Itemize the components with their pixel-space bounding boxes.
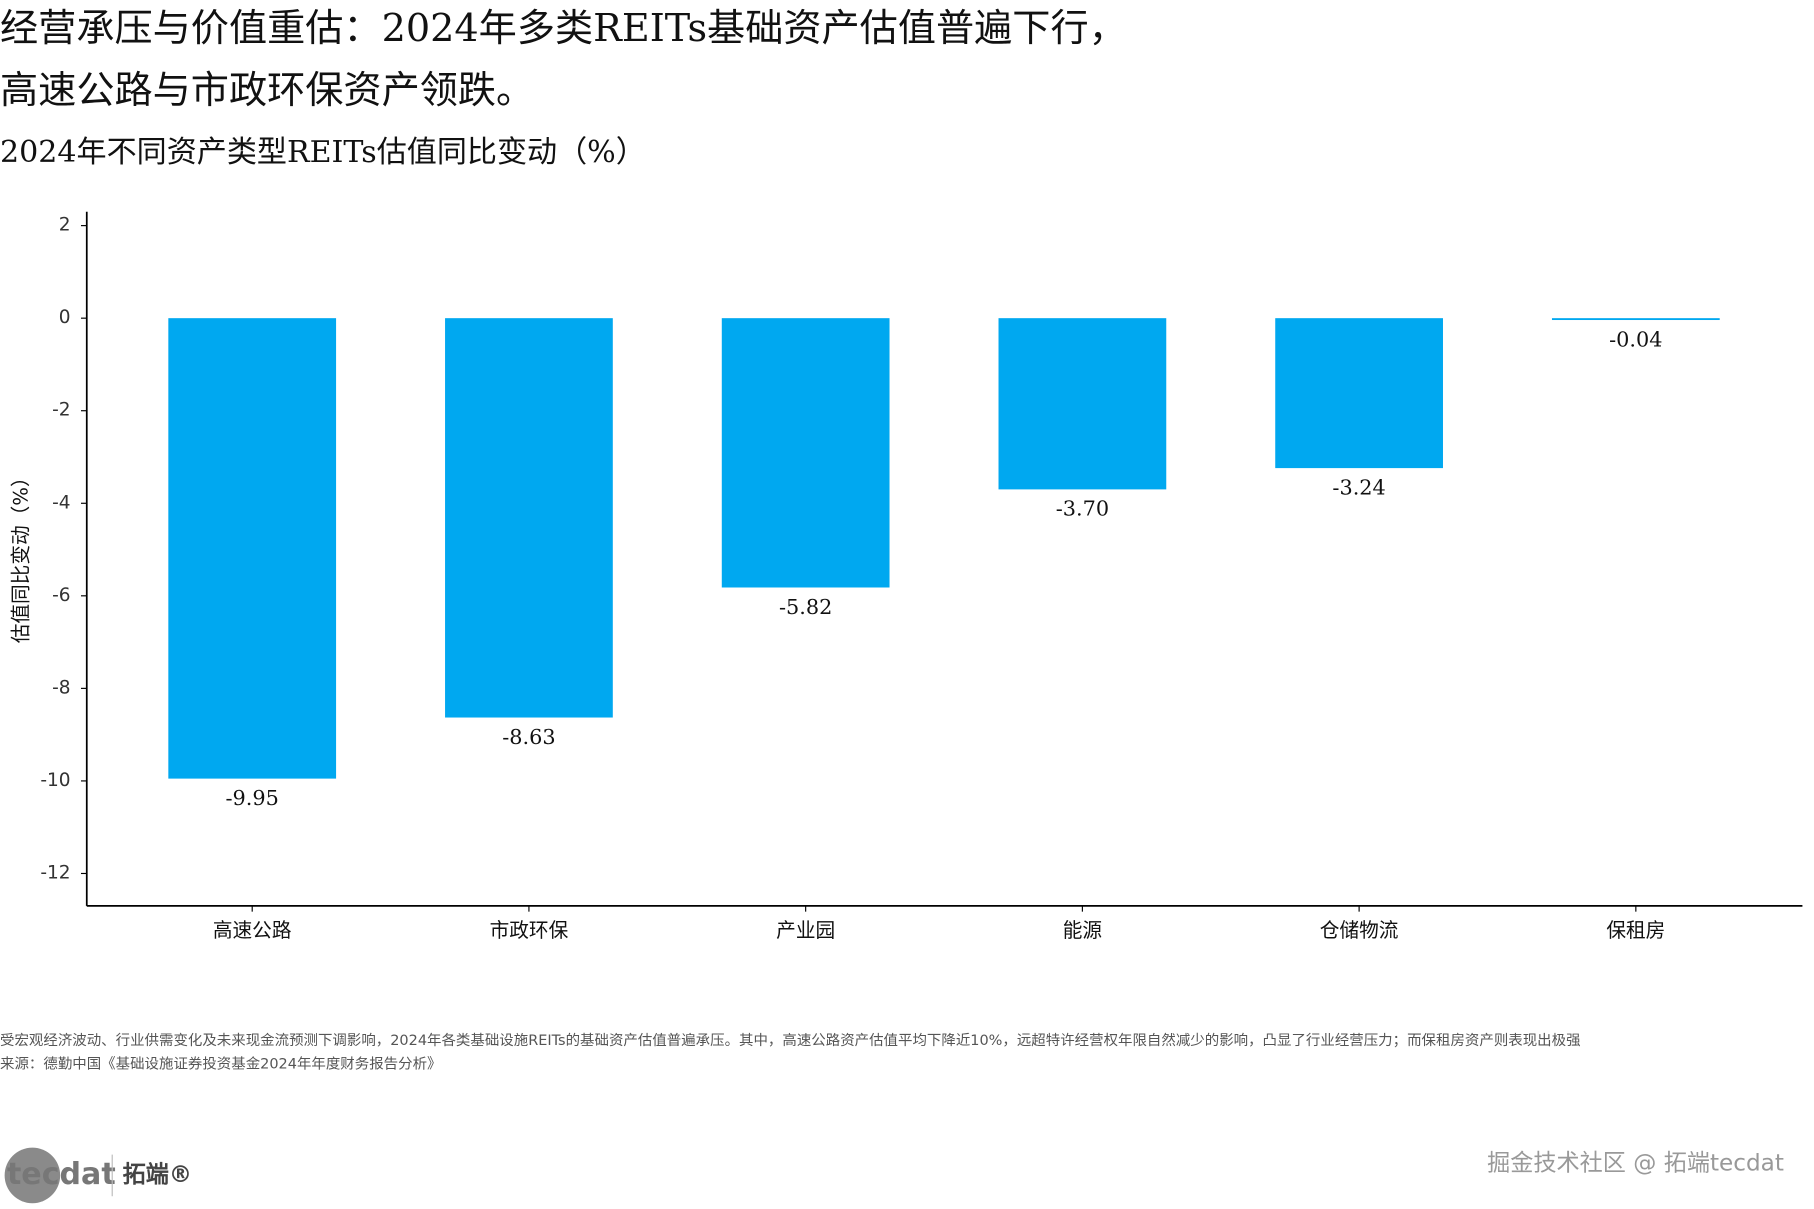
value-label: -9.95: [226, 786, 279, 810]
y-tick-label: -10: [40, 770, 70, 791]
y-tick-label: -2: [52, 400, 70, 421]
value-label: -3.70: [1056, 497, 1109, 521]
value-label: -8.63: [502, 725, 555, 749]
value-label: -0.04: [1609, 327, 1662, 351]
bar: [1551, 318, 1720, 321]
bar: [445, 318, 613, 718]
chart-title: 高速公路与市政环保资产领跌。: [0, 69, 534, 113]
y-tick-label: -6: [52, 585, 70, 606]
y-tick-label: 2: [59, 215, 71, 236]
x-tick-label: 仓储物流: [1320, 919, 1399, 942]
value-label: -3.24: [1332, 475, 1385, 499]
x-tick-label: 能源: [1063, 919, 1102, 942]
x-tick-label: 市政环保: [490, 919, 569, 942]
y-axis-label: 估值同比变动（%）: [9, 467, 32, 643]
brand: 拓端®: [123, 1162, 192, 1188]
logo-badge: [4, 1147, 61, 1204]
y-tick-label: 0: [59, 307, 71, 328]
y-tick-label: -12: [40, 862, 70, 883]
bar: [721, 318, 890, 588]
x-tick-label: 产业园: [776, 919, 835, 942]
logo: tecdat: [7, 1157, 116, 1192]
x-tick-label: 高速公路: [213, 919, 292, 942]
bar: [998, 318, 1167, 490]
bar: [168, 318, 337, 779]
watermark: 掘金技术社区 @ 拓端tecdat: [1487, 1150, 1784, 1176]
value-label: -5.82: [779, 595, 832, 619]
y-tick-label: -4: [52, 492, 70, 513]
x-tick-label: 保租房: [1606, 919, 1665, 942]
source: 来源：德勤中国《基础设施证券投资基金2024年年度财务报告分析》: [0, 1055, 441, 1072]
note: 受宏观经济波动、行业供需变化及未来现金流预测下调影响，2024年各类基础设施RE…: [0, 1032, 1581, 1049]
y-tick-label: -8: [52, 677, 70, 698]
bar: [1275, 318, 1443, 469]
chart-subtitle: 2024年不同资产类型REITs估值同比变动（%）: [0, 135, 646, 170]
chart-title: 经营承压与价值重估：2024年多类REITs基础资产估值普遍下行，: [0, 7, 1127, 51]
